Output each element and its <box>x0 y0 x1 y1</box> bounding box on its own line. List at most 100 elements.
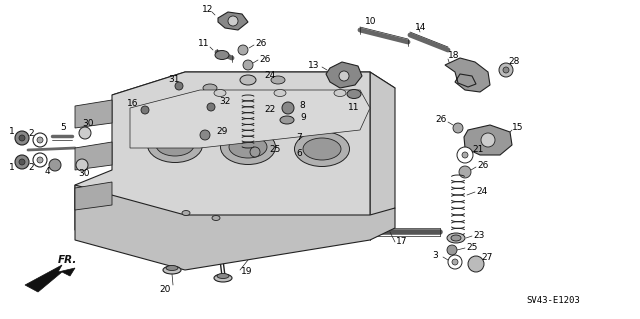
Ellipse shape <box>229 136 267 158</box>
Circle shape <box>339 71 349 81</box>
Circle shape <box>462 152 468 158</box>
Ellipse shape <box>147 128 202 162</box>
Circle shape <box>250 147 260 157</box>
Text: 1: 1 <box>9 128 15 137</box>
Circle shape <box>447 245 457 255</box>
Circle shape <box>282 102 294 114</box>
Text: 28: 28 <box>508 57 520 66</box>
Polygon shape <box>326 62 362 88</box>
Circle shape <box>228 16 238 26</box>
Text: 1: 1 <box>9 164 15 173</box>
Text: 18: 18 <box>448 50 460 60</box>
Text: 26: 26 <box>255 40 266 48</box>
Ellipse shape <box>221 130 275 165</box>
Ellipse shape <box>212 216 220 220</box>
Circle shape <box>238 45 248 55</box>
Polygon shape <box>75 185 395 270</box>
Circle shape <box>207 103 215 111</box>
Circle shape <box>33 153 47 167</box>
Circle shape <box>452 259 458 265</box>
Ellipse shape <box>334 90 346 97</box>
Polygon shape <box>464 125 512 155</box>
Text: FR.: FR. <box>58 255 77 265</box>
Text: 22: 22 <box>264 106 275 115</box>
Text: 15: 15 <box>512 122 524 131</box>
Text: 32: 32 <box>219 98 230 107</box>
Text: 26: 26 <box>477 161 488 170</box>
Text: 16: 16 <box>127 99 138 108</box>
Ellipse shape <box>347 90 361 99</box>
Text: 21: 21 <box>472 145 483 154</box>
Ellipse shape <box>203 84 217 92</box>
Ellipse shape <box>294 131 349 167</box>
Text: 26: 26 <box>259 55 270 63</box>
Circle shape <box>503 67 509 73</box>
Polygon shape <box>75 100 112 128</box>
Text: 7: 7 <box>296 132 301 142</box>
Circle shape <box>499 63 513 77</box>
Ellipse shape <box>274 90 286 97</box>
Text: 26: 26 <box>435 115 446 124</box>
Circle shape <box>79 127 91 139</box>
Text: 30: 30 <box>78 169 90 179</box>
Circle shape <box>37 157 43 163</box>
Text: 3: 3 <box>432 251 438 261</box>
Ellipse shape <box>182 211 190 216</box>
Ellipse shape <box>271 76 285 84</box>
Polygon shape <box>75 142 112 170</box>
Polygon shape <box>218 12 248 30</box>
Text: 13: 13 <box>308 62 319 70</box>
Ellipse shape <box>447 233 465 243</box>
Text: 4: 4 <box>45 167 51 176</box>
Ellipse shape <box>280 97 290 103</box>
Text: 23: 23 <box>473 231 484 240</box>
Polygon shape <box>75 182 112 210</box>
Ellipse shape <box>240 75 256 85</box>
Text: 6: 6 <box>296 150 301 159</box>
Ellipse shape <box>217 273 229 278</box>
Text: 12: 12 <box>202 5 213 14</box>
Text: 30: 30 <box>82 120 93 129</box>
Circle shape <box>175 82 183 90</box>
Polygon shape <box>25 265 75 292</box>
Circle shape <box>19 135 25 141</box>
Text: 24: 24 <box>476 187 487 196</box>
Text: 8: 8 <box>299 100 305 109</box>
Text: 25: 25 <box>466 242 477 251</box>
Text: 2: 2 <box>28 164 34 173</box>
Circle shape <box>448 255 462 269</box>
Text: 11: 11 <box>348 103 360 113</box>
Text: 31: 31 <box>168 76 179 85</box>
Circle shape <box>49 159 61 171</box>
Ellipse shape <box>350 97 360 103</box>
Text: 10: 10 <box>365 18 376 26</box>
Text: 29: 29 <box>216 128 227 137</box>
Text: 27: 27 <box>481 253 492 262</box>
Circle shape <box>457 147 473 163</box>
Circle shape <box>459 166 471 178</box>
Ellipse shape <box>166 265 178 271</box>
Ellipse shape <box>214 274 232 282</box>
Circle shape <box>141 106 149 114</box>
Circle shape <box>453 123 463 133</box>
Text: 19: 19 <box>241 268 253 277</box>
Polygon shape <box>445 58 490 92</box>
Circle shape <box>37 137 43 143</box>
Ellipse shape <box>451 235 461 241</box>
Text: 2: 2 <box>28 129 34 137</box>
Ellipse shape <box>163 266 181 274</box>
Circle shape <box>15 155 29 169</box>
Ellipse shape <box>303 138 341 160</box>
Polygon shape <box>370 72 395 222</box>
Ellipse shape <box>280 116 294 124</box>
Circle shape <box>468 256 484 272</box>
Ellipse shape <box>338 76 352 84</box>
Circle shape <box>15 131 29 145</box>
Polygon shape <box>75 72 370 260</box>
Polygon shape <box>130 90 370 148</box>
Text: 14: 14 <box>415 23 426 32</box>
Ellipse shape <box>156 134 194 156</box>
Circle shape <box>76 159 88 171</box>
Text: 11: 11 <box>198 40 209 48</box>
Circle shape <box>243 60 253 70</box>
